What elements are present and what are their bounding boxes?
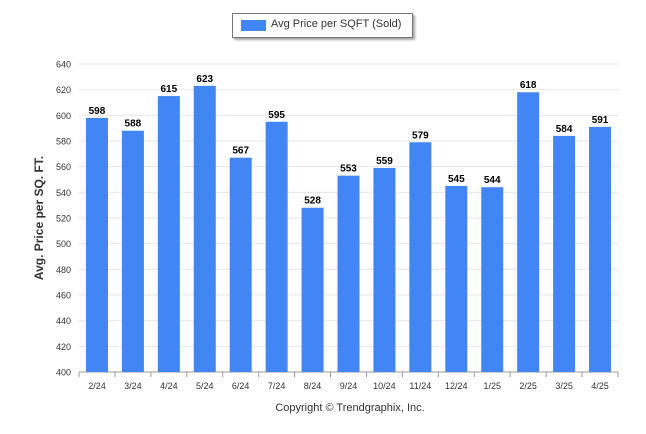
y-tick-label: 600 (56, 111, 71, 121)
x-tick-label: 6/24 (232, 381, 250, 391)
y-tick-label: 540 (56, 188, 71, 198)
bar (373, 167, 396, 372)
data-label: 559 (376, 156, 393, 167)
y-tick-label: 420 (56, 342, 71, 352)
x-axis-ticks: 2/24 3/24 4/24 5/24 6/24 7/24 8/24 9/24 10/24 11/… (78, 372, 619, 391)
data-label: 595 (268, 110, 285, 121)
legend-swatch (241, 20, 266, 31)
y-tick-label: 580 (56, 137, 71, 147)
bar (337, 175, 360, 372)
y-tick-label: 620 (56, 85, 71, 95)
y-tick-label: 520 (56, 214, 71, 224)
bar (445, 185, 468, 372)
bar (265, 121, 288, 372)
bar (589, 126, 612, 372)
data-label: 615 (160, 84, 177, 95)
y-tick-label: 500 (56, 239, 71, 249)
bar (517, 92, 540, 372)
x-tick-label: 4/25 (591, 381, 609, 391)
data-label: 528 (304, 196, 321, 207)
legend: Avg Price per SQFT (Sold) (232, 13, 413, 38)
x-tick-label: 10/24 (373, 381, 396, 391)
data-labels: 598 588 615 623 567 595 528 553 559 579 545 544 618 5… (89, 74, 609, 207)
x-tick-label: 8/24 (304, 381, 322, 391)
data-label: 544 (484, 175, 501, 186)
x-tick-label: 2/24 (88, 381, 106, 391)
data-label: 553 (340, 164, 357, 175)
legend-label: Avg Price per SQFT (Sold) (271, 18, 402, 30)
bar (481, 187, 504, 372)
data-label: 579 (412, 130, 429, 141)
bar (157, 96, 180, 372)
y-tick-label: 640 (56, 60, 71, 70)
y-tick-label: 440 (56, 316, 71, 326)
x-tick-label: 5/24 (196, 381, 214, 391)
x-tick-label: 3/25 (555, 381, 573, 391)
x-tick-label: 1/25 (483, 381, 501, 391)
x-tick-label: 2/25 (519, 381, 537, 391)
x-tick-label: 11/24 (409, 381, 431, 391)
data-label: 623 (196, 74, 213, 85)
bar (301, 207, 324, 372)
data-label: 584 (556, 124, 573, 135)
x-tick-label: 4/24 (160, 381, 178, 391)
x-tick-label: 3/24 (124, 381, 142, 391)
bar (85, 117, 108, 373)
bar (229, 157, 252, 372)
bar (121, 130, 144, 372)
data-label: 567 (232, 146, 249, 157)
bar (553, 135, 576, 372)
y-tick-label: 460 (56, 291, 71, 301)
y-tick-label: 480 (56, 265, 71, 275)
data-label: 598 (89, 106, 106, 117)
y-axis-ticks: 400 420 440 460 480 500 520 540 560 580 600 620 640 (56, 60, 71, 378)
bar (193, 85, 216, 373)
data-label: 591 (592, 115, 609, 126)
data-label: 545 (448, 174, 465, 185)
data-label: 588 (125, 119, 142, 130)
data-label: 618 (520, 80, 537, 91)
copyright-credit: Copyright © Trendgraphix, Inc. (275, 402, 425, 414)
y-tick-label: 400 (56, 368, 71, 378)
x-tick-label: 7/24 (268, 381, 286, 391)
x-tick-label: 12/24 (445, 381, 468, 391)
bar (409, 142, 432, 372)
y-axis-label: Avg. Price per SQ. FT. (32, 155, 46, 281)
y-tick-label: 560 (56, 162, 71, 172)
x-tick-label: 9/24 (340, 381, 358, 391)
bars (85, 85, 612, 373)
